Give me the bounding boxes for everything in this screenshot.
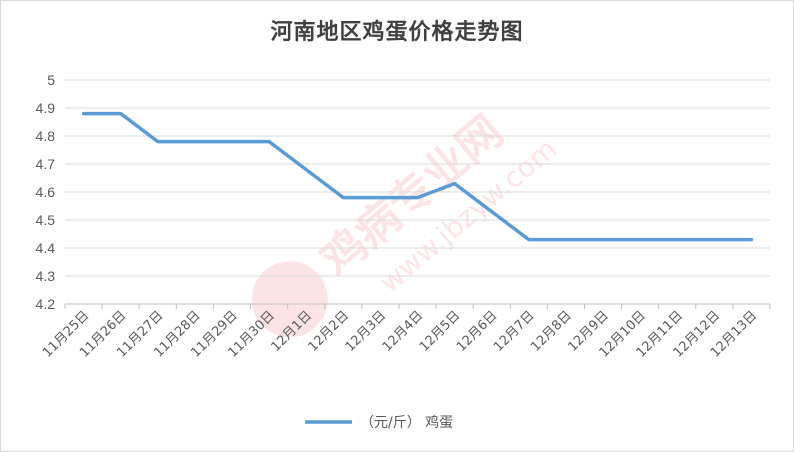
y-tick-label: 4.8 [36,128,56,144]
legend: （元/斤） 鸡蛋 [305,414,453,431]
legend-label: （元/斤） 鸡蛋 [360,414,453,431]
chart-title: 河南地区鸡蛋价格走势图 [270,20,524,45]
y-tick-label: 4.3 [36,268,56,284]
y-tick-label: 4.9 [36,100,56,116]
y-tick-label: 4.2 [36,296,56,312]
y-tick-label: 4.5 [36,212,56,228]
y-tick-label: 4.6 [36,184,56,200]
y-tick-label: 4.7 [36,156,56,172]
y-axis: 4.2 4.3 4.4 4.5 4.6 4.7 4.8 4.9 5 [36,72,56,312]
y-tick-label: 4.4 [36,240,56,256]
grid-lines [65,79,770,305]
series-group [81,111,754,242]
y-tick-label: 5 [47,72,55,88]
x-axis: 11月25日11月26日11月27日11月28日11月29日11月30日12月1… [40,303,771,361]
watermark-logo-icon [251,261,328,338]
